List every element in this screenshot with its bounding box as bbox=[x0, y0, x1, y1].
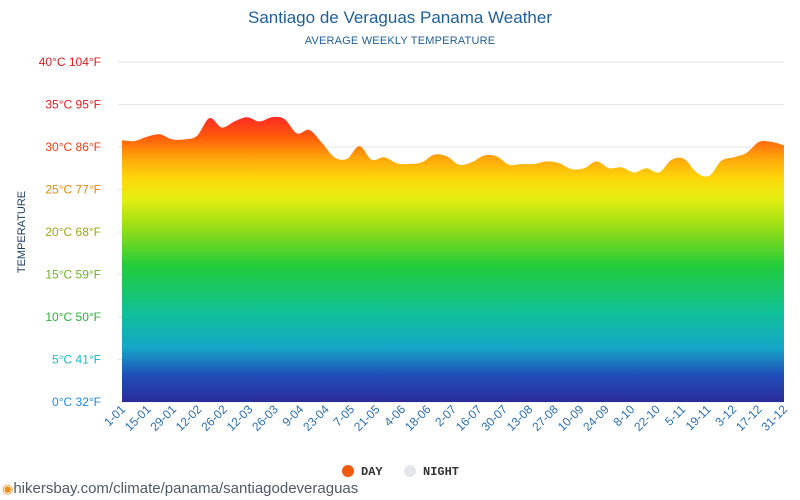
y-tick-label: 40°C 104°F bbox=[39, 55, 101, 69]
y-tick-label: 15°C 59°F bbox=[45, 268, 101, 282]
x-tick-label: 15-01 bbox=[122, 402, 154, 434]
x-tick-label: 24-09 bbox=[580, 402, 612, 434]
y-tick-label: 5°C 41°F bbox=[52, 353, 101, 367]
x-tick-label: 23-04 bbox=[300, 402, 332, 434]
x-tick-label: 26-02 bbox=[198, 402, 230, 434]
footer-url: hikersbay.com/climate/panama/santiagodev… bbox=[13, 480, 359, 497]
x-tick-label: 29-01 bbox=[147, 402, 179, 434]
x-tick-label: 12-03 bbox=[224, 402, 256, 434]
legend-day-label: DAY bbox=[361, 465, 383, 479]
legend-night-label: NIGHT bbox=[423, 465, 459, 479]
legend: DAY NIGHT bbox=[342, 465, 459, 479]
x-tick-label: 12-02 bbox=[173, 402, 205, 434]
x-tick-label: 30-07 bbox=[478, 402, 510, 434]
x-tick-label: 10-09 bbox=[555, 402, 587, 434]
y-tick-label: 30°C 86°F bbox=[45, 140, 101, 154]
legend-night-swatch bbox=[404, 465, 416, 477]
x-tick-label: 27-08 bbox=[529, 402, 561, 434]
y-tick-label: 25°C 77°F bbox=[45, 183, 101, 197]
x-tick-label: 26-03 bbox=[249, 402, 281, 434]
y-tick-label: 0°C 32°F bbox=[52, 395, 101, 409]
x-tick-label: 19-11 bbox=[683, 402, 714, 433]
legend-day-swatch bbox=[342, 465, 354, 477]
x-tick-label: 18-06 bbox=[402, 402, 434, 434]
x-tick-label: 13-08 bbox=[504, 402, 536, 434]
y-axis-title: TEMPERATURE bbox=[16, 191, 28, 273]
y-tick-label: 10°C 50°F bbox=[45, 310, 101, 324]
x-tick-label: 22-10 bbox=[631, 402, 663, 434]
x-tick-label: 31-12 bbox=[759, 402, 791, 434]
footer-source[interactable]: ◉hikersbay.com/climate/panama/santiagode… bbox=[2, 480, 358, 497]
y-tick-label: 20°C 68°F bbox=[45, 225, 101, 239]
chart-title: Santiago de Veraguas Panama Weather bbox=[247, 8, 552, 27]
y-axis-labels: 0°C 32°F 5°C 41°F 10°C 50°F 15°C 59°F 20°C 6… bbox=[39, 55, 101, 409]
y-tick-label: 35°C 95°F bbox=[45, 98, 101, 112]
x-axis-labels: 1-0115-0129-0112-0226-0212-0326-039-0423… bbox=[101, 402, 790, 434]
x-tick-label: 17-12 bbox=[733, 402, 765, 434]
location-pin-icon: ◉ bbox=[2, 481, 14, 496]
chart-subtitle: AVERAGE WEEKLY TEMPERATURE bbox=[304, 35, 496, 47]
x-tick-label: 21-05 bbox=[351, 402, 383, 434]
night-temperature-area bbox=[122, 212, 784, 402]
x-tick-label: 16-07 bbox=[453, 402, 485, 434]
